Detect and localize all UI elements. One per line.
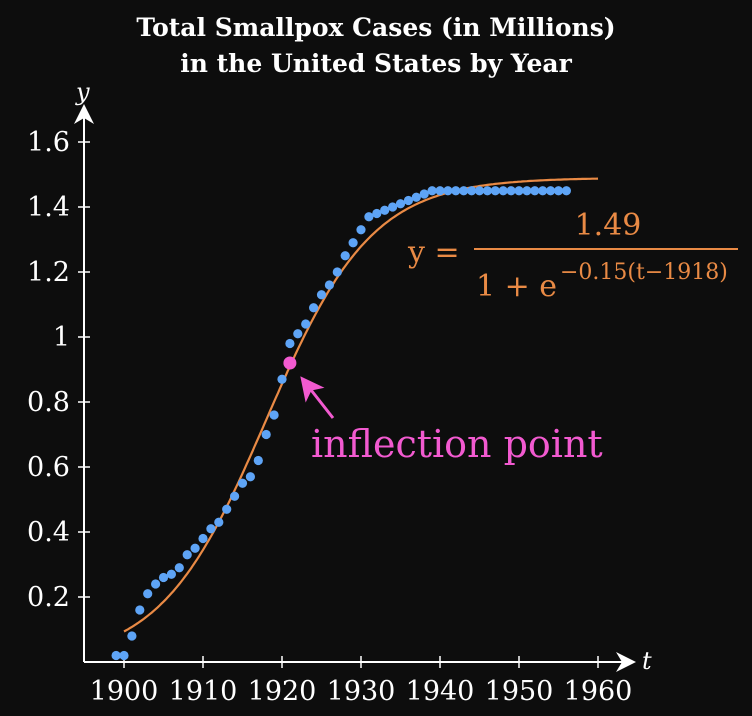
data-point: [411, 192, 421, 202]
data-point: [190, 543, 200, 553]
data-point: [143, 589, 153, 599]
data-point: [135, 605, 145, 615]
data-point: [166, 569, 176, 579]
y-tick-label: 1: [53, 322, 70, 353]
data-point: [285, 338, 295, 349]
y-ticks: 0.2 0.4 0.6 0.8 1 1.2 1.4 1.6: [27, 127, 90, 613]
y-axis-label: y: [75, 78, 90, 106]
data-point: [530, 186, 540, 196]
data-point: [293, 329, 303, 339]
x-tick-label: 1900: [90, 676, 159, 707]
data-point: [498, 186, 508, 196]
data-point: [388, 202, 398, 212]
formula-denominator-exponent: −0.15(t−1918): [560, 260, 728, 285]
y-tick-label: 0.8: [27, 387, 70, 418]
data-point: [474, 186, 485, 196]
x-tick-label: 1930: [327, 676, 396, 707]
data-point: [301, 319, 311, 329]
formula-numerator: 1.49: [575, 208, 642, 243]
formula-prefix: y =: [407, 235, 460, 270]
data-points: [111, 186, 572, 661]
formula-denominator-base: 1 + e: [476, 269, 557, 304]
data-point: [514, 186, 524, 196]
data-point: [111, 650, 121, 661]
data-point: [237, 478, 248, 488]
data-point: [553, 186, 564, 196]
y-tick-label: 0.2: [27, 582, 70, 613]
y-tick-label: 1.2: [27, 257, 70, 288]
data-point: [245, 472, 255, 482]
data-point: [253, 455, 263, 466]
logistic-formula: y = 1.49 1 + e −0.15(t−1918): [407, 208, 738, 304]
inflection-point-label: inflection point: [311, 422, 603, 466]
data-point: [127, 631, 137, 641]
data-point: [435, 186, 445, 196]
data-point: [158, 572, 169, 583]
logistic-fit-curve: [123, 177, 599, 633]
data-point: [119, 650, 129, 661]
data-point: [174, 563, 184, 573]
y-tick-label: 1.6: [27, 127, 70, 158]
data-point: [522, 186, 532, 196]
data-point: [182, 550, 192, 560]
y-tick-label: 1.4: [27, 192, 70, 223]
data-point: [380, 205, 390, 215]
data-point: [269, 410, 279, 420]
data-point: [332, 267, 342, 277]
x-ticks: 1900 1910 1920 1930 1940 1950 1960: [90, 656, 633, 707]
data-point: [451, 186, 461, 196]
data-point: [561, 186, 572, 196]
x-axis-label: t: [642, 647, 652, 675]
x-tick-label: 1940: [406, 676, 475, 707]
data-point: [261, 429, 271, 440]
data-point: [459, 186, 469, 196]
data-point: [214, 517, 224, 527]
data-point: [538, 186, 548, 196]
x-tick-label: 1950: [485, 676, 554, 707]
chart-title-line2: in the United States by Year: [180, 49, 572, 78]
inflection-point-marker: [283, 356, 297, 370]
data-point: [340, 251, 350, 261]
data-point: [206, 524, 216, 534]
data-point: [372, 208, 382, 219]
data-point: [324, 280, 334, 290]
y-tick-label: 0.6: [27, 452, 70, 483]
data-point: [467, 186, 477, 196]
chart-title-line1: Total Smallpox Cases (in Millions): [136, 13, 616, 42]
data-point: [419, 189, 429, 199]
inflection-arrow: [300, 376, 335, 419]
data-point: [348, 238, 358, 248]
data-point: [309, 303, 319, 313]
data-point: [395, 199, 406, 209]
data-point: [198, 533, 208, 544]
data-point: [443, 186, 453, 196]
x-tick-label: 1960: [564, 676, 633, 707]
data-point: [151, 579, 161, 589]
data-point: [403, 195, 413, 206]
data-point: [222, 504, 232, 514]
data-point: [427, 186, 437, 196]
data-point: [482, 186, 492, 196]
x-tick-label: 1920: [248, 676, 317, 707]
data-point: [230, 491, 240, 501]
data-point: [316, 290, 327, 300]
data-point: [506, 186, 516, 196]
data-point: [356, 225, 366, 235]
chart-title: Total Smallpox Cases (in Millions) in th…: [0, 10, 752, 82]
data-point: [364, 212, 374, 222]
data-point: [546, 186, 556, 196]
data-point: [490, 186, 500, 196]
data-point: [277, 374, 287, 384]
y-tick-label: 0.4: [27, 517, 70, 548]
x-tick-label: 1910: [169, 676, 238, 707]
